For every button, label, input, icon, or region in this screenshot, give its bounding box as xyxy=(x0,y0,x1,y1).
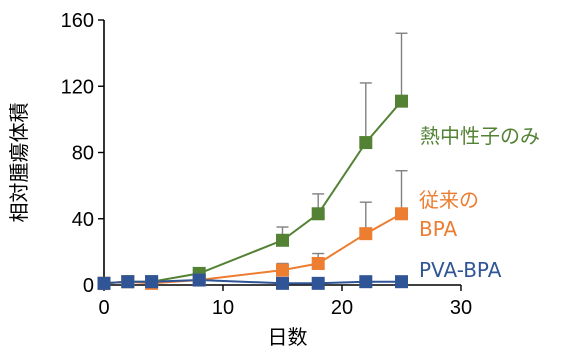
data-markers xyxy=(97,94,408,290)
series-label: 熱中性子のみ xyxy=(420,124,540,148)
series-lines xyxy=(103,100,403,285)
data-point xyxy=(311,256,325,270)
series-label: PVA-BPA xyxy=(419,258,502,282)
series-label: BPA xyxy=(419,217,458,241)
y-tick-label: 80 xyxy=(72,143,94,165)
series-label: 従来の xyxy=(419,188,479,212)
x-axis-title: 日数 xyxy=(268,325,308,349)
data-point xyxy=(276,263,289,277)
error-bars xyxy=(276,32,408,271)
data-point xyxy=(121,275,135,289)
data-point xyxy=(311,207,325,221)
y-tick-label: 0 xyxy=(83,275,94,297)
data-point xyxy=(359,136,373,150)
series-line xyxy=(103,100,403,285)
x-tick-label: 0 xyxy=(98,297,109,319)
data-point xyxy=(97,276,111,290)
data-point xyxy=(395,275,408,289)
x-tick-label: 10 xyxy=(212,297,234,319)
x-tick-label: 20 xyxy=(331,297,353,319)
data-point xyxy=(311,276,325,290)
x-tick-label: 30 xyxy=(450,297,472,319)
data-point xyxy=(192,273,206,287)
y-tick-label: 40 xyxy=(72,209,94,231)
axes: 0 40 80 120 160 0 10 20 30 xyxy=(61,10,473,319)
data-point xyxy=(395,207,408,221)
data-point xyxy=(276,233,289,247)
series-line xyxy=(103,212,402,285)
data-point xyxy=(395,94,408,108)
data-point xyxy=(276,276,289,290)
y-tick-label: 160 xyxy=(61,10,94,32)
data-point xyxy=(145,275,159,289)
data-point xyxy=(359,227,373,241)
data-point xyxy=(359,275,373,289)
y-tick-label: 120 xyxy=(61,76,94,98)
y-axis-title: 相対腫瘍体積 xyxy=(7,103,31,223)
